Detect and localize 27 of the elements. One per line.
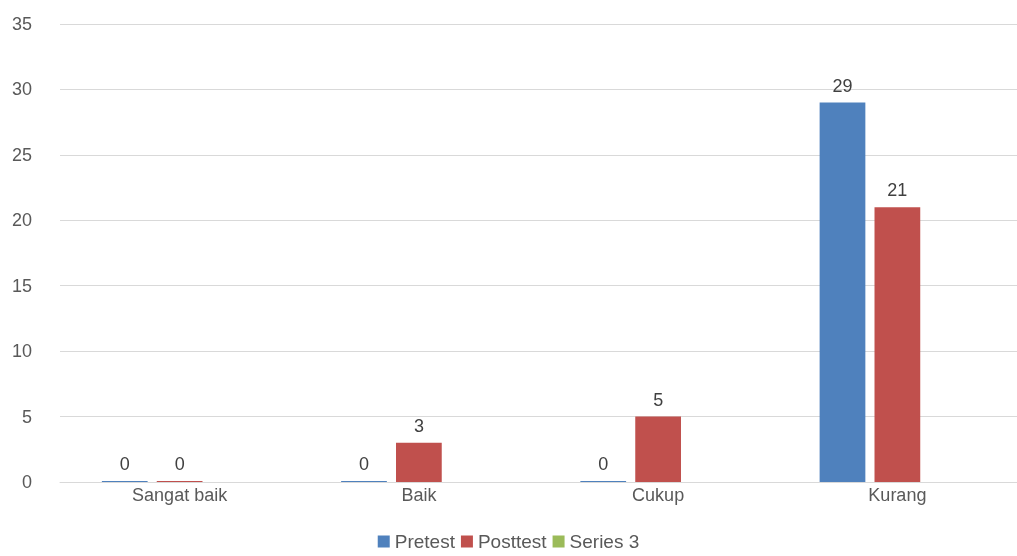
legend-label: Series 3 <box>569 531 640 552</box>
y-tick-label: 35 <box>11 14 32 34</box>
y-tick-label: 0 <box>21 472 32 492</box>
data-label: 29 <box>832 75 853 96</box>
y-tick-label: 30 <box>11 79 32 100</box>
bar <box>635 416 681 482</box>
x-tick-label: Kurang <box>868 485 927 505</box>
y-tick-label: 20 <box>11 210 32 231</box>
data-label: 3 <box>413 415 424 436</box>
x-tick-label: Baik <box>401 485 438 505</box>
y-tick-label: 5 <box>21 406 32 427</box>
data-label: 0 <box>598 454 609 474</box>
y-tick-label: 10 <box>11 341 32 362</box>
bar <box>874 207 921 482</box>
bar <box>396 442 442 482</box>
y-tick-label: 15 <box>11 275 32 296</box>
data-label: 0 <box>358 454 369 474</box>
x-tick-label: Sangat baik <box>132 485 229 505</box>
y-tick-label: 25 <box>11 144 32 165</box>
x-tick-label: Cukup <box>632 485 685 505</box>
legend-label: Pretest <box>394 531 456 552</box>
data-label: 0 <box>174 454 185 474</box>
data-label: 21 <box>887 180 908 201</box>
legend-label: Posttest <box>477 531 548 552</box>
data-label: 5 <box>653 389 664 410</box>
bar <box>819 102 866 482</box>
data-label: 0 <box>119 454 130 474</box>
